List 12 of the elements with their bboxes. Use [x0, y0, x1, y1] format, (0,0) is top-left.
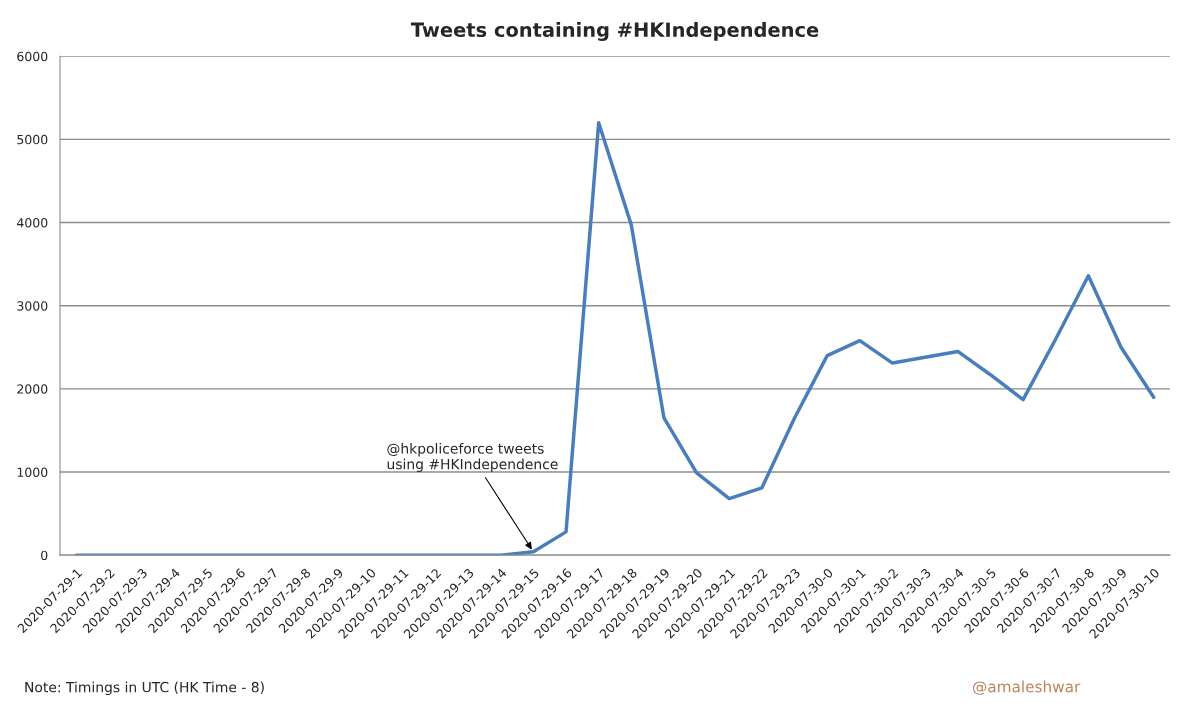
annotation: @hkpoliceforce tweets using #HKIndependence [387, 443, 558, 473]
y-tick-label: 6000 [17, 51, 48, 62]
y-tick-label: 4000 [16, 218, 48, 228]
text: @amaleshwar [973, 680, 1081, 695]
y-tick-label: 3000 [17, 301, 48, 311]
y-tick-label: 0 [41, 550, 48, 561]
text: Note: Timings in UTC (HK Time - 8) [25, 681, 264, 696]
y-tick-label: 5000 [17, 134, 48, 145]
line-series [74, 121, 1156, 556]
y-tick-label: 1000 [17, 467, 48, 477]
y-tick-label: 2000 [17, 384, 48, 394]
chart-title: Tweets containing #HKIndependence [410, 22, 819, 41]
